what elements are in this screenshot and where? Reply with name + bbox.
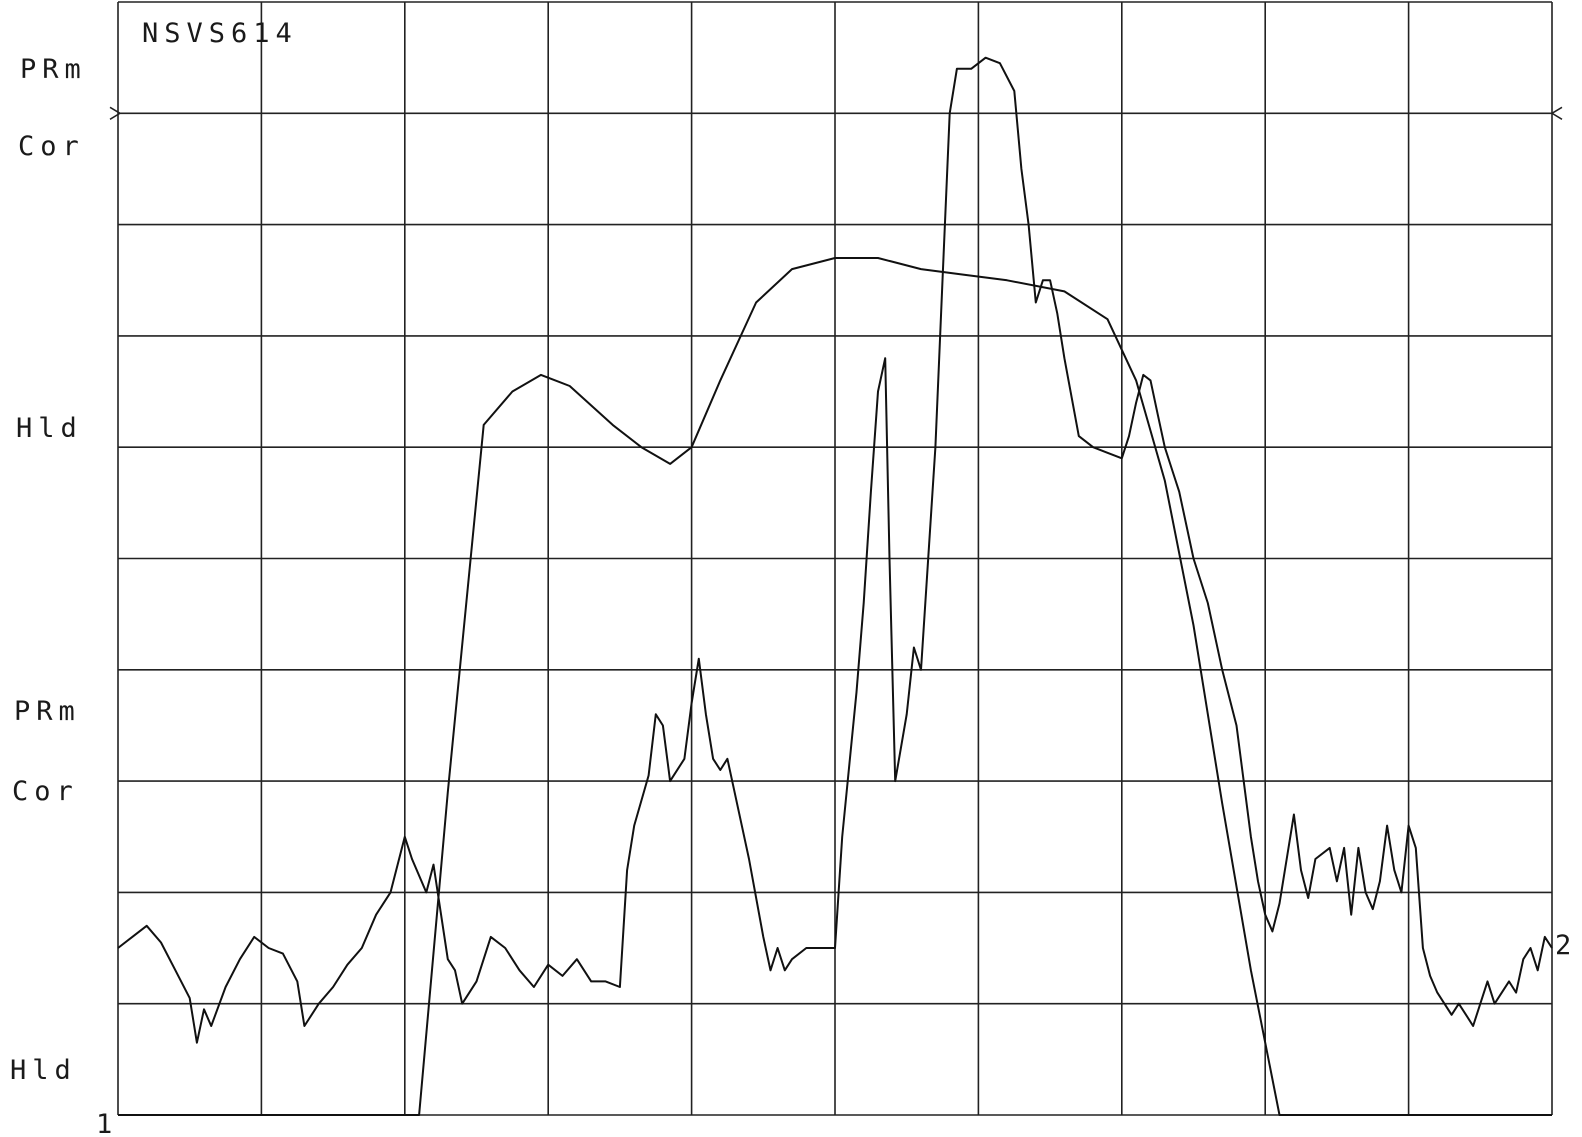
series-line-2	[117, 56, 1553, 1044]
left-label-cor: Cor	[12, 776, 79, 807]
left-label-hld: Hld	[16, 413, 83, 444]
reference-marker-left	[109, 106, 122, 120]
left-label-prm: PRm	[14, 696, 81, 727]
left-label-hld: Hld	[10, 1055, 77, 1086]
left-label-cor: Cor	[18, 131, 85, 162]
left-label-prm: PRm	[20, 54, 87, 85]
reference-marker-right	[1550, 106, 1563, 120]
series-line-1	[118, 257, 1552, 1116]
start-marker: 1	[96, 1109, 112, 1137]
grid	[117, 1, 1553, 1116]
chart-title: NSVS614	[142, 18, 298, 49]
end-marker: 2	[1555, 930, 1571, 961]
